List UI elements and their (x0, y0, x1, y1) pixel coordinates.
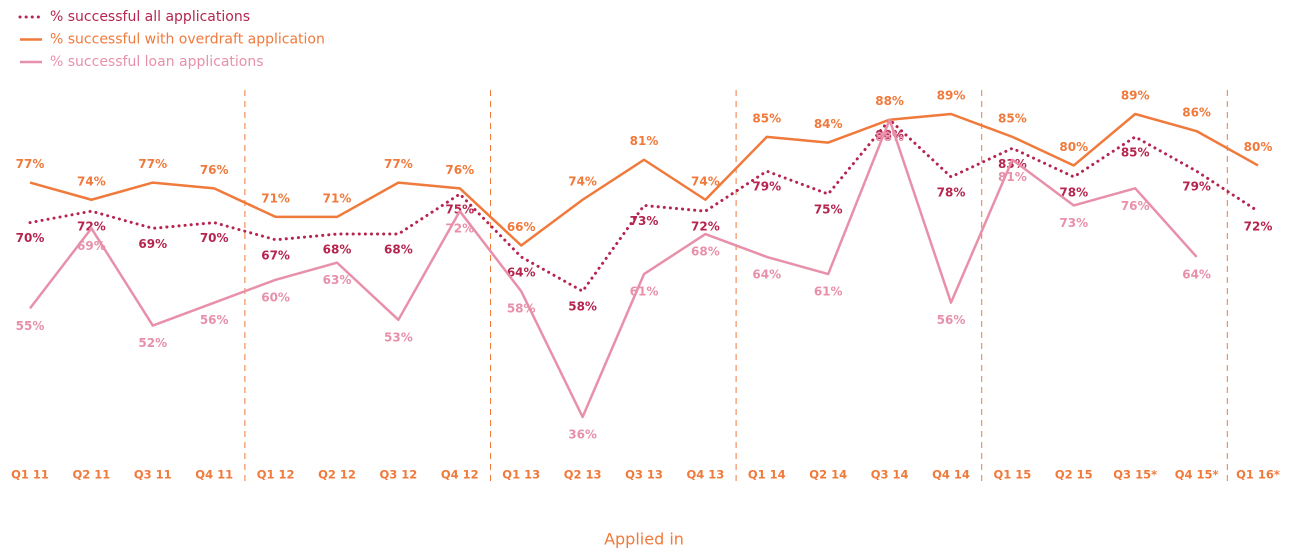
x-tick-label: Q3 12 (380, 468, 418, 482)
x-tick-label: Q2 12 (318, 468, 356, 482)
x-tick-label: Q1 14 (748, 468, 786, 482)
value-label: 68% (691, 245, 720, 259)
x-tick-label: Q2 13 (564, 468, 602, 482)
value-label: 72% (691, 220, 720, 234)
value-label: 58% (568, 300, 597, 314)
value-label: 72% (1244, 220, 1273, 234)
value-label: 56% (937, 313, 966, 327)
value-label: 80% (1244, 140, 1273, 154)
value-label: 85% (1121, 145, 1150, 159)
value-label: 67% (261, 248, 290, 262)
value-label: 53% (384, 330, 413, 344)
value-label: 75% (445, 203, 474, 217)
value-label: 66% (507, 220, 536, 234)
value-label: 77% (138, 157, 167, 171)
value-label: 84% (814, 117, 843, 131)
value-label: 75% (814, 203, 843, 217)
x-tick-label: Q4 15* (1175, 468, 1219, 482)
value-label: 69% (77, 239, 106, 253)
x-tick-label: Q2 14 (809, 468, 847, 482)
value-label: 88% (875, 94, 904, 108)
value-label: 73% (1059, 216, 1088, 230)
value-label: 72% (445, 222, 474, 236)
series-line (29, 118, 1198, 419)
value-label: 69% (138, 237, 167, 251)
x-tick-label: Q4 14 (932, 468, 970, 482)
x-tick-label: Q1 16* (1236, 468, 1280, 482)
series-line (29, 112, 1259, 247)
value-label: 68% (323, 243, 352, 257)
x-tick-label: Q3 11 (134, 468, 172, 482)
value-label: 78% (937, 185, 966, 199)
x-tick-label: Q4 12 (441, 468, 479, 482)
x-tick-label: Q3 15* (1113, 468, 1157, 482)
value-label: 74% (691, 174, 720, 188)
value-label: 63% (323, 273, 352, 287)
value-label: 55% (16, 319, 45, 333)
value-label: 52% (138, 336, 167, 350)
x-tick-label: Q1 15 (994, 468, 1032, 482)
value-label: 77% (16, 157, 45, 171)
x-tick-label: Q1 13 (502, 468, 540, 482)
x-tick-label: Q4 13 (687, 468, 725, 482)
x-tick-label: Q2 11 (73, 468, 111, 482)
value-label: 64% (507, 265, 536, 279)
x-tick-label: Q4 11 (195, 468, 233, 482)
value-label: 77% (384, 157, 413, 171)
value-label: 76% (445, 163, 474, 177)
value-label: 72% (77, 220, 106, 234)
legend-label: % successful all applications (50, 9, 250, 25)
value-label: 89% (1121, 89, 1150, 103)
value-label: 78% (1059, 185, 1088, 199)
x-tick-label: Q1 12 (257, 468, 295, 482)
value-label: 79% (1182, 180, 1211, 194)
value-label: 36% (568, 428, 597, 442)
x-tick-label: Q3 13 (625, 468, 663, 482)
value-label: 71% (261, 191, 290, 205)
value-label: 71% (323, 191, 352, 205)
value-label: 83% (998, 157, 1027, 171)
x-axis-label: Applied in (604, 530, 684, 549)
value-label: 61% (814, 285, 843, 299)
x-tick-label: Q2 15 (1055, 468, 1093, 482)
value-label: 70% (200, 231, 229, 245)
value-label: 89% (937, 89, 966, 103)
value-label: 79% (752, 180, 781, 194)
value-label: 64% (1182, 267, 1211, 281)
value-label: 74% (568, 174, 597, 188)
legend-label: % successful with overdraft application (50, 32, 325, 48)
value-label: 85% (752, 111, 781, 125)
value-label: 61% (630, 285, 659, 299)
x-tick-label: Q1 11 (11, 468, 49, 482)
value-label: 76% (1121, 199, 1150, 213)
value-label: 68% (384, 243, 413, 257)
value-label: 80% (1059, 140, 1088, 154)
value-label: 58% (507, 302, 536, 316)
value-label: 74% (77, 174, 106, 188)
legend-label: % successful loan applications (50, 54, 264, 70)
x-tick-label: Q3 14 (871, 468, 909, 482)
value-label: 56% (200, 313, 229, 327)
value-label: 64% (752, 267, 781, 281)
value-label: 76% (200, 163, 229, 177)
value-label: 81% (630, 134, 659, 148)
value-label: 60% (261, 290, 290, 304)
value-label: 88% (875, 130, 904, 144)
value-label: 81% (998, 170, 1027, 184)
value-label: 70% (16, 231, 45, 245)
value-label: 85% (998, 111, 1027, 125)
value-label: 86% (1182, 106, 1211, 120)
value-label: 73% (630, 214, 659, 228)
